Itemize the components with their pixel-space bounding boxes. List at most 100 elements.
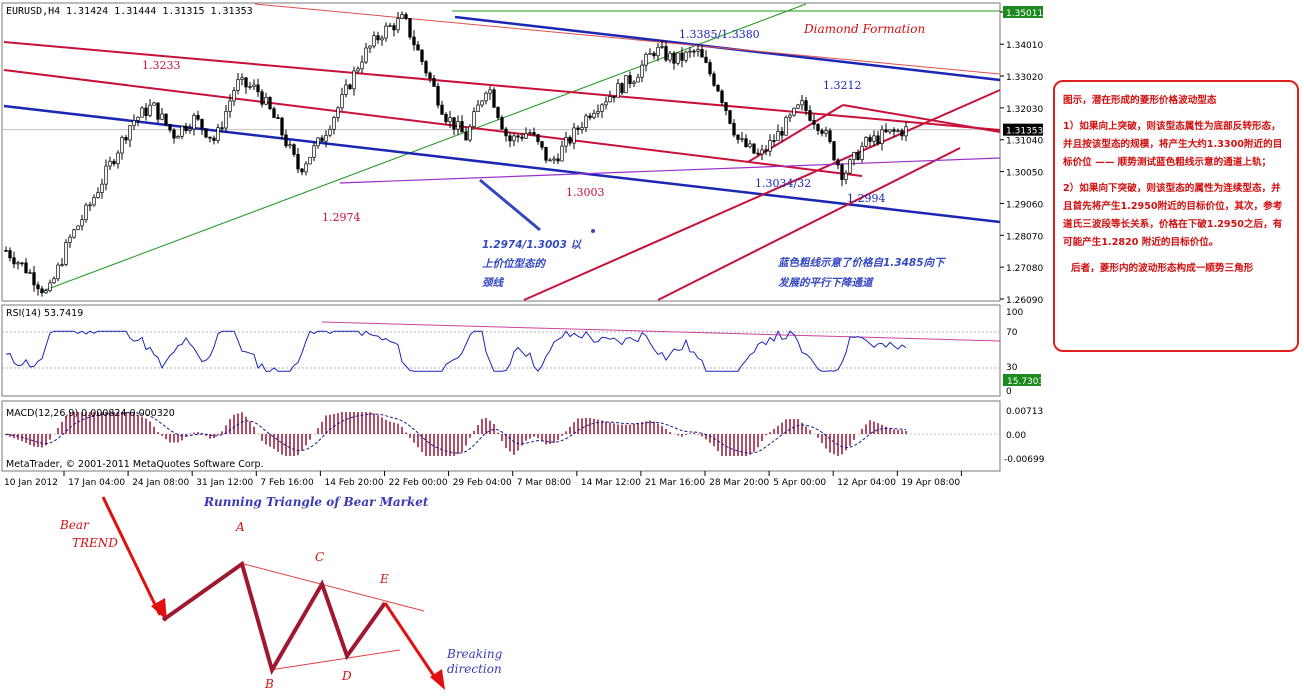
red-thin-upper: [254, 3, 1001, 75]
candle-body: [144, 107, 148, 116]
candle-body: [764, 149, 768, 152]
candle-body: [472, 111, 476, 128]
candle-body: [432, 78, 436, 87]
macd-tick-bottom: -0.00699: [1004, 455, 1045, 465]
candle-body: [96, 192, 100, 198]
candle-body: [60, 264, 64, 266]
candle-body: [196, 114, 200, 120]
candle-body: [380, 37, 384, 41]
macd-signal-line: [5, 411, 907, 454]
triangle-wave: [161, 560, 387, 676]
candle-body: [588, 115, 592, 118]
time-tick-label: 29 Feb 04:00: [453, 478, 512, 488]
breaking-label-2: direction: [447, 662, 502, 676]
neckline-note-1: 1.2974/1.3003 以: [482, 239, 583, 251]
candle-body: [860, 145, 864, 160]
candle-body: [896, 130, 900, 132]
rsi-current-box: [1003, 374, 1041, 386]
candle-body: [856, 152, 860, 160]
candle-body: [372, 35, 376, 47]
current-price-box: [1003, 123, 1043, 136]
candle-body: [168, 124, 172, 131]
candle-body: [4, 250, 8, 252]
candle-body: [624, 75, 628, 94]
candle-body: [356, 68, 360, 72]
candle-body: [424, 61, 428, 74]
rsi-tick-0: 0: [1006, 387, 1012, 397]
candle-body: [116, 152, 120, 165]
candle-body: [264, 97, 268, 105]
rsi-line: [5, 329, 907, 373]
candle-body: [692, 50, 696, 53]
candle-body: [496, 106, 500, 118]
candle-body: [340, 94, 344, 109]
candle-body: [228, 100, 232, 112]
candle-body: [836, 159, 840, 166]
candle-body: [40, 288, 44, 294]
candle-body: [876, 135, 880, 145]
candle-body: [684, 51, 688, 61]
price-tick-label: 1.27080: [1006, 264, 1043, 274]
red-channel-upper: [3, 41, 1001, 131]
candle-body: [300, 168, 304, 173]
candle-body: [216, 127, 220, 141]
triangle-lower-boundary: [269, 649, 401, 671]
neckline-note-2: 上价位型态的: [482, 257, 546, 270]
candle-body: [756, 152, 760, 155]
price-tick-label: 1.28070: [1006, 232, 1043, 242]
candle-body: [392, 25, 396, 31]
candle-body: [336, 107, 340, 118]
bear-trend-arrow: [101, 496, 162, 616]
candle-body: [484, 92, 488, 102]
candle-body: [104, 165, 108, 185]
candle-body: [304, 163, 308, 173]
candle-body: [872, 135, 876, 142]
candle-body: [716, 84, 720, 92]
ohlc-label: 1.31424 1.31444 1.31315 1.31353: [66, 6, 253, 17]
candle-body: [880, 129, 884, 145]
candle-body: [328, 128, 332, 136]
candle-body: [284, 134, 288, 147]
time-tick-label: 31 Jan 12:00: [196, 478, 253, 488]
diamond-formation-label: Diamond Formation: [803, 22, 925, 36]
candle-body: [440, 104, 444, 115]
candle-body: [536, 134, 540, 142]
candle-body: [136, 116, 140, 121]
time-tick-label: 12 Apr 04:00: [837, 478, 896, 488]
point-d: D: [341, 669, 352, 683]
candle-body: [108, 160, 112, 167]
candle-body: [420, 49, 424, 62]
macd-tick-zero: 0.00: [1006, 431, 1026, 441]
time-tick-label: 24 Jan 08:00: [132, 478, 189, 488]
candle-body: [412, 36, 416, 46]
note-para-3: 后者，菱形内的波动形态构成一顺势三角形: [1071, 263, 1254, 274]
candle-body: [452, 117, 456, 130]
analysis-note-box: 图示，潜在形成的菱形价格波动型态 1）如果向上突破，则该型态属性为底部反转形态，…: [1053, 80, 1299, 352]
point-e: E: [379, 572, 389, 586]
level-1-3385: 1.3385/1.3380: [679, 28, 760, 41]
candle-body: [152, 102, 156, 106]
candle-body: [360, 61, 364, 70]
candle-body: [752, 143, 756, 154]
candle-body: [8, 250, 12, 259]
rsi-panel: [1, 304, 1001, 397]
diamond-rising-2: [657, 147, 961, 301]
candle-body: [212, 137, 216, 141]
green-trendline: [39, 3, 807, 293]
price-tick-label: 1.35011: [1006, 9, 1043, 19]
candle-body: [848, 159, 852, 174]
candle-body: [112, 160, 116, 165]
candle-body: [48, 282, 52, 292]
candle-body: [724, 102, 728, 111]
candle-body: [188, 128, 192, 131]
time-tick-label: 14 Feb 20:00: [325, 478, 384, 488]
candle-body: [768, 140, 772, 152]
candle-body: [344, 84, 348, 95]
candle-body: [732, 122, 736, 136]
bear-trend-label-2: TREND: [72, 536, 118, 550]
candle-body: [540, 141, 544, 148]
candle-body: [708, 62, 712, 75]
candle-body: [528, 132, 532, 134]
candle-body: [84, 204, 88, 221]
